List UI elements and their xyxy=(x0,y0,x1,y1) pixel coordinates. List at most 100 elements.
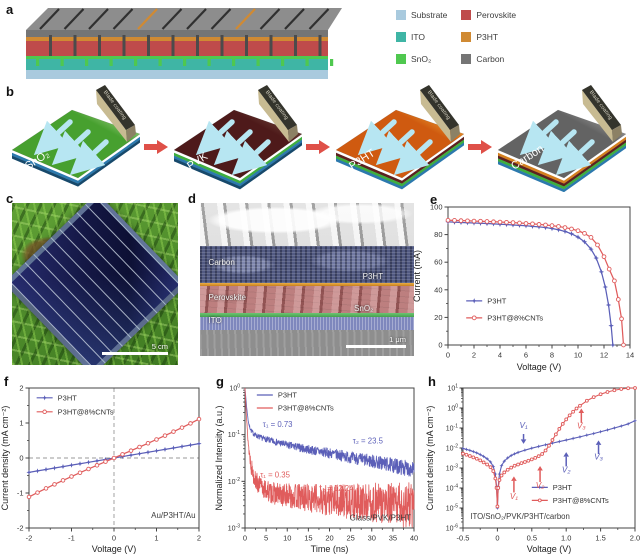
svg-text:60: 60 xyxy=(434,258,442,267)
svg-text:P3HT@8%CNTs: P3HT@8%CNTs xyxy=(553,496,609,505)
sem-scalebar: 1 μm xyxy=(346,336,406,348)
svg-text:P3HT: P3HT xyxy=(278,391,298,400)
svg-text:10-3: 10-3 xyxy=(446,464,458,473)
module-photo: 5 cm xyxy=(12,203,178,365)
legend-item-perovskite: Perovskite xyxy=(461,9,516,20)
device-stack-schematic xyxy=(26,8,342,79)
svg-text:P3HT@8%CNTs: P3HT@8%CNTs xyxy=(487,313,543,322)
solar-module xyxy=(12,203,178,365)
photo-scale-label: 5 cm xyxy=(151,342,168,351)
svg-text:Voltage (V): Voltage (V) xyxy=(92,544,137,554)
svg-text:10-1: 10-1 xyxy=(228,430,240,439)
svg-text:P3HT@8%CNTs: P3HT@8%CNTs xyxy=(278,404,334,413)
sem-carbon-layer xyxy=(200,245,414,283)
svg-text:V₂: V₂ xyxy=(562,465,571,474)
svg-text:30: 30 xyxy=(368,534,376,543)
svg-text:4: 4 xyxy=(498,351,502,360)
perovskite-label: Perovskite xyxy=(476,9,517,20)
sem-label-ito: ITO xyxy=(208,316,222,326)
svg-text:V₁: V₁ xyxy=(520,421,528,430)
sem-scale-label: 1 μm xyxy=(389,335,406,344)
sem-ito-layer xyxy=(200,316,414,331)
svg-text:25: 25 xyxy=(346,534,354,543)
svg-text:6: 6 xyxy=(524,351,528,360)
sem-top-flake xyxy=(200,203,414,246)
svg-text:80: 80 xyxy=(434,230,442,239)
step-arrow-icon xyxy=(468,140,492,154)
sem-label-perovskite: Perovskite xyxy=(208,293,246,303)
svg-text:Time (ns): Time (ns) xyxy=(311,544,349,554)
svg-text:-2: -2 xyxy=(26,534,33,543)
svg-text:10-2: 10-2 xyxy=(446,444,458,453)
svg-text:-2: -2 xyxy=(17,524,24,533)
sem-label-sno₂: SnO₂ xyxy=(354,303,374,313)
svg-text:40: 40 xyxy=(434,285,442,294)
panel-letter-h: h xyxy=(428,374,436,389)
panel-letter-d: d xyxy=(188,191,196,206)
panel-letter-g: g xyxy=(216,374,224,389)
svg-text:0: 0 xyxy=(112,534,116,543)
p3ht-swatch xyxy=(461,31,472,42)
svg-text:1.0: 1.0 xyxy=(561,534,571,543)
svg-text:10-2: 10-2 xyxy=(228,477,240,486)
panel-letter-e: e xyxy=(430,192,438,207)
dark-jv-chart: -0.5 0 0.5 1.0 1.5 2.0 10-6 10-5 10-4 10-3 10-2 10-… xyxy=(426,384,640,555)
photo-scale-bar xyxy=(102,352,168,355)
ito-swatch xyxy=(396,31,406,42)
svg-text:14: 14 xyxy=(626,351,634,360)
svg-text:P3HT@8%CNTs: P3HT@8%CNTs xyxy=(58,407,114,416)
svg-text:1: 1 xyxy=(19,419,23,428)
sno2-label: SnO₂ xyxy=(411,53,432,64)
svg-text:35: 35 xyxy=(389,534,397,543)
sem-cross-section: 1 μm Carbon P3HT Perovskite SnO₂ ITO xyxy=(200,203,414,356)
svg-text:2: 2 xyxy=(19,384,23,393)
sem-label-carbon: Carbon xyxy=(208,258,235,268)
svg-text:τ₂ = 12.24: τ₂ = 12.24 xyxy=(319,484,354,493)
ito-label: ITO xyxy=(411,31,426,42)
trpl-decay-chart: 0 5 10 15 20 25 30 35 40 10-3 10-2 10-1 100 Time (ns)… xyxy=(214,384,418,555)
svg-text:10-6: 10-6 xyxy=(446,524,458,533)
carbon-label: Carbon xyxy=(476,53,505,64)
sem-sno2-layer xyxy=(200,313,414,317)
svg-text:P3HT: P3HT xyxy=(58,393,78,402)
svg-text:15: 15 xyxy=(304,534,312,543)
step-arrow-icon xyxy=(306,140,330,154)
svg-text:100: 100 xyxy=(430,203,443,212)
svg-text:40: 40 xyxy=(410,534,418,543)
svg-text:Current density (mA cm⁻²): Current density (mA cm⁻²) xyxy=(426,406,435,511)
photo-scalebar: 5 cm xyxy=(102,343,168,355)
svg-text:10: 10 xyxy=(574,351,582,360)
legend-item-p3ht: P3HT xyxy=(461,31,516,42)
svg-text:2.0: 2.0 xyxy=(630,534,640,543)
sem-substrate-layer xyxy=(200,330,414,356)
svg-text:Glass/PVK/P3HT: Glass/PVK/P3HT xyxy=(350,513,411,522)
svg-text:10-4: 10-4 xyxy=(446,484,458,493)
svg-text:10: 10 xyxy=(283,534,291,543)
conductivity-chart: -2 -1 0 1 2 -2 -1 0 1 2 Voltage (V) Current density… xyxy=(0,384,202,554)
svg-text:-1: -1 xyxy=(17,489,24,498)
svg-text:0: 0 xyxy=(243,534,247,543)
legend-item-substrate: Substrate xyxy=(396,9,447,20)
svg-text:0: 0 xyxy=(19,454,23,463)
sem-perovskite-layer xyxy=(200,285,414,314)
svg-text:0.5: 0.5 xyxy=(527,534,537,543)
svg-text:20: 20 xyxy=(325,534,333,543)
sem-p3ht-layer xyxy=(200,282,414,286)
svg-text:10-1: 10-1 xyxy=(446,424,458,433)
svg-text:0: 0 xyxy=(495,534,499,543)
svg-text:0: 0 xyxy=(438,341,442,350)
svg-text:V₃: V₃ xyxy=(577,421,586,430)
svg-text:Current (mA): Current (mA) xyxy=(412,250,422,302)
svg-text:Normalized Intensity (a.u.): Normalized Intensity (a.u.) xyxy=(214,405,224,510)
jv-curve-chart: 0 2 4 6 8 10 12 14 0 20 40 60 80 100 Voltage (V) Curren… xyxy=(412,203,634,373)
svg-text:1.5: 1.5 xyxy=(595,534,605,543)
panel-letter-c: c xyxy=(6,191,14,206)
svg-text:ITO/SnO₂/PVK/P3HT/carbon: ITO/SnO₂/PVK/P3HT/carbon xyxy=(470,512,570,521)
svg-text:100: 100 xyxy=(229,384,240,393)
svg-text:10-3: 10-3 xyxy=(228,524,240,533)
sem-label-p3ht: P3HT xyxy=(362,271,384,281)
p3ht-label: P3HT xyxy=(476,31,499,42)
